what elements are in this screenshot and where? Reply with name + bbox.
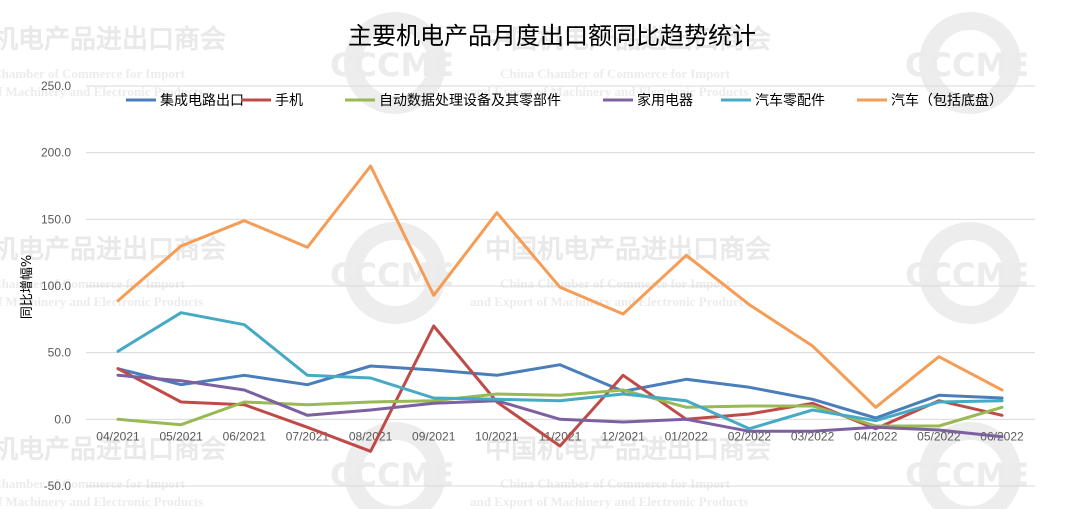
legend-label-0: 集成电路出口	[160, 92, 244, 109]
y-axis-ticks: 250.0 200.0 150.0 100.0 50.0 0.0 -50.0	[41, 79, 71, 493]
series-line-0	[116, 363, 1004, 420]
watermark-en-2: and Export of Machinery and Electronic P…	[470, 494, 748, 509]
legend-label-2: 自动数据处理设备及其零部件	[379, 92, 561, 109]
watermark-cn: 中国机电产品进出口商会	[0, 434, 226, 465]
x-tick-label: 02/2022	[728, 429, 772, 443]
watermark-en-1: China Chamber of Commerce for Import	[500, 476, 731, 491]
series-line-5	[116, 164, 1004, 409]
legend: 集成电路出口 手机 自动数据处理设备及其零部件 家用电器 汽车零配件 汽车（包括底盘）	[126, 92, 1003, 109]
watermark-gear-icon	[344, 12, 446, 114]
watermark-en-2: and Export of Machinery and Electronic P…	[470, 294, 748, 309]
legend-label-4: 汽车零配件	[755, 92, 825, 109]
x-tick-label: 05/2022	[917, 429, 961, 443]
y-tick-label: -50.0	[44, 479, 72, 493]
y-axis-label: 同比增幅%	[20, 255, 35, 319]
series-line-2	[116, 388, 1004, 428]
x-tick-label: 08/2021	[349, 429, 393, 443]
watermark-logo: CCCME	[905, 456, 1029, 494]
y-tick-label: 50.0	[48, 346, 72, 360]
series-line-4	[116, 311, 1004, 431]
watermark-logo: CCCME	[905, 46, 1029, 84]
watermark-en-2: and Export of Machinery and Electronic P…	[0, 84, 203, 99]
watermark-gear-icon	[344, 422, 446, 509]
x-tick-label: 01/2022	[665, 429, 709, 443]
watermark: 中国机电产品进出口商会 China Chamber of Commerce for…	[0, 12, 1029, 509]
watermark-cn: 中国机电产品进出口商会	[0, 234, 226, 265]
x-tick-label: 03/2022	[791, 429, 835, 443]
x-tick-label: 07/2021	[286, 429, 330, 443]
watermark-logo: CCCME	[330, 256, 454, 294]
y-tick-label: 250.0	[41, 79, 71, 93]
watermark-logo: CCCME	[330, 46, 454, 84]
x-tick-label: 06/2021	[223, 429, 267, 443]
watermark-gear-icon	[919, 222, 1021, 324]
watermark-en-1: China Chamber of Commerce for Import	[500, 66, 731, 81]
watermark-en-1: China Chamber of Commerce for Import	[0, 276, 186, 291]
x-tick-label: 04/2021	[96, 429, 140, 443]
watermark-gear-icon	[344, 222, 446, 324]
x-tick-label: 05/2021	[159, 429, 203, 443]
watermark-gear-icon	[919, 12, 1021, 114]
x-tick-label: 04/2022	[854, 429, 898, 443]
legend-label-1: 手机	[275, 93, 303, 109]
series-line-3	[116, 373, 1004, 439]
y-tick-label: 150.0	[41, 212, 71, 226]
x-tick-label: 12/2021	[601, 429, 645, 443]
watermark-gear-icon	[919, 422, 1021, 509]
series-lines	[116, 164, 1004, 453]
x-tick-label: 09/2021	[412, 429, 456, 443]
x-axis-ticks: 04/2021 05/2021 06/2021 07/2021 08/2021 09/20…	[96, 429, 1024, 443]
y-tick-label: 200.0	[41, 146, 71, 160]
watermark-en-2: and Export of Machinery and Electronic P…	[0, 294, 203, 309]
watermark-en-1: China Chamber of Commerce for Import	[0, 476, 186, 491]
watermark-cn: 中国机电产品进出口商会	[485, 24, 771, 55]
y-tick-label: 0.0	[54, 412, 71, 426]
x-tick-label: 10/2021	[475, 429, 519, 443]
chart-title: 主要机电产品月度出口额同比趋势统计	[348, 22, 756, 50]
watermark-en-2: and Export of Machinery and Electronic P…	[0, 494, 203, 509]
watermark-en-1: China Chamber of Commerce for Import	[0, 66, 186, 81]
y-tick-label: 100.0	[41, 279, 71, 293]
watermark-logo: CCCME	[905, 256, 1029, 294]
watermark-cn: 中国机电产品进出口商会	[0, 24, 226, 55]
watermark-cn: 中国机电产品进出口商会	[485, 434, 771, 465]
watermark-en-1: China Chamber of Commerce for Import	[500, 276, 731, 291]
legend-label-3: 家用电器	[637, 92, 693, 109]
watermark-logo: CCCME	[330, 456, 454, 494]
watermark-cn: 中国机电产品进出口商会	[485, 234, 771, 265]
legend-label-5: 汽车（包括底盘）	[891, 92, 1003, 109]
watermark-en-2: and Export of Machinery and Electronic P…	[470, 84, 748, 99]
